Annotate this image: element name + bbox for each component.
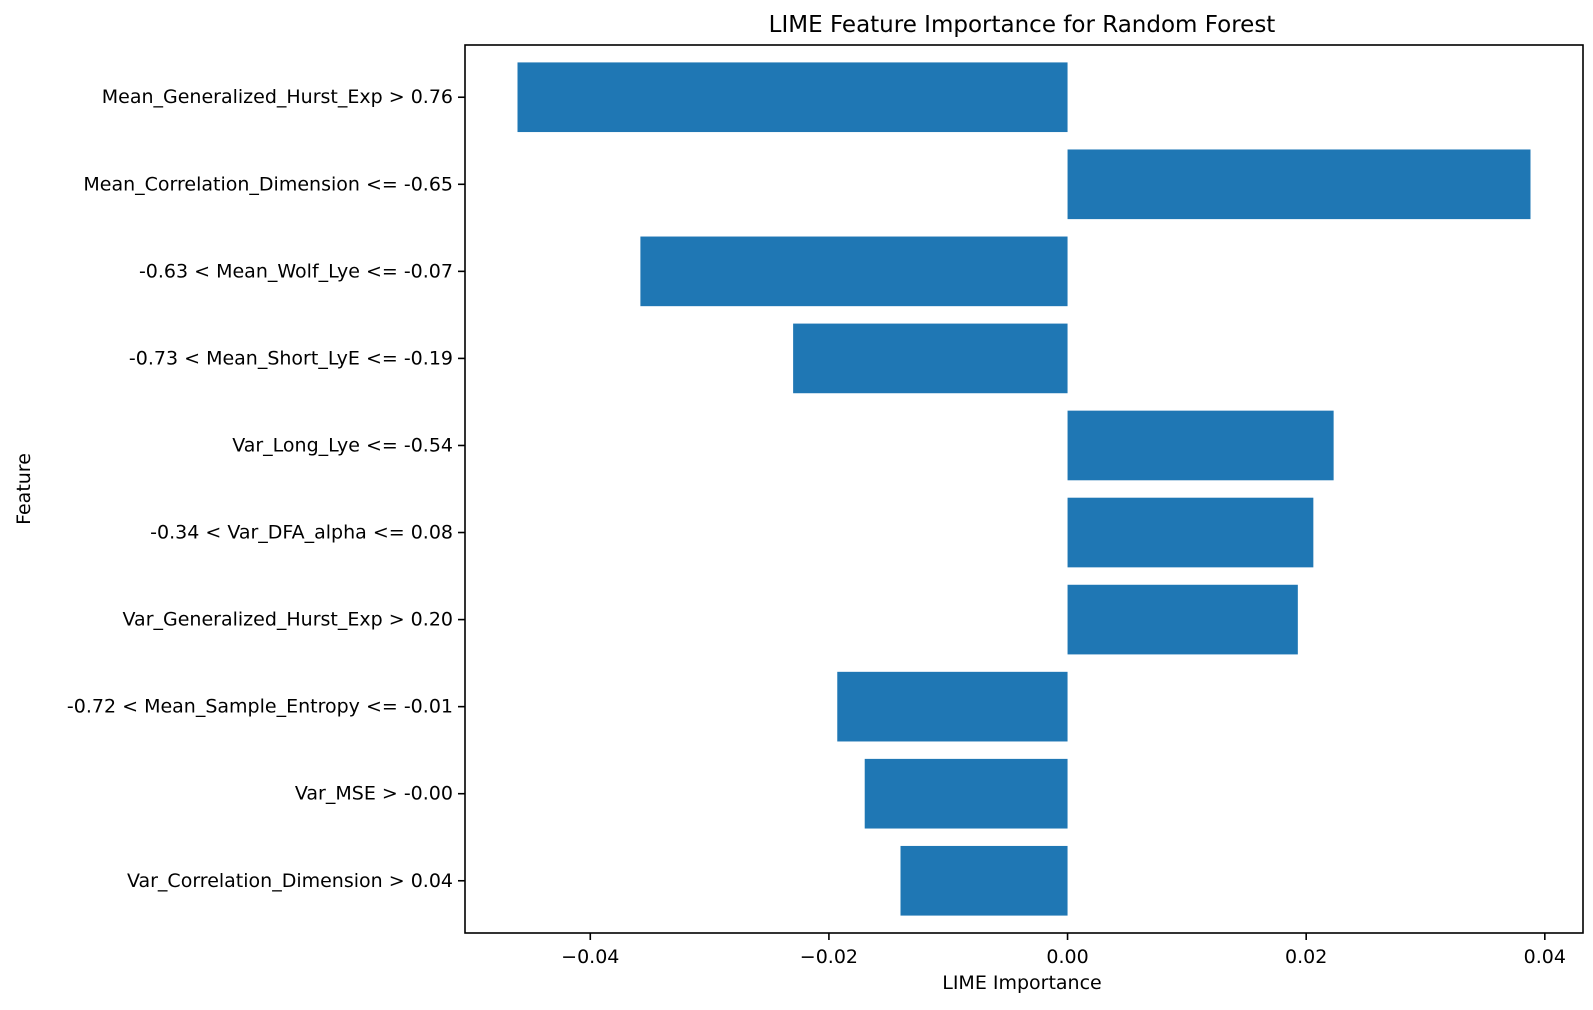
chart-title: LIME Feature Importance for Random Fores… bbox=[769, 12, 1276, 38]
y-tick-label: Var_MSE > -0.00 bbox=[295, 783, 453, 805]
y-axis-ticks: Mean_Generalized_Hurst_Exp > 0.76 Mean_Co… bbox=[67, 86, 465, 892]
x-axis-title: LIME Importance bbox=[942, 972, 1102, 994]
y-tick-label: Mean_Generalized_Hurst_Exp > 0.76 bbox=[102, 86, 453, 108]
plot-frame bbox=[464, 44, 1584, 934]
bar bbox=[1067, 149, 1531, 220]
bar bbox=[837, 671, 1068, 742]
y-tick-label: Var_Correlation_Dimension > 0.04 bbox=[127, 870, 453, 892]
bar bbox=[864, 758, 1068, 829]
bar bbox=[900, 845, 1068, 916]
x-tick-label: 0.02 bbox=[1285, 946, 1327, 968]
bars-layer bbox=[517, 62, 1531, 916]
y-axis-title: Feature bbox=[13, 453, 35, 525]
y-tick-label: Mean_Correlation_Dimension <= -0.65 bbox=[83, 173, 453, 195]
x-tick-label: −0.04 bbox=[561, 946, 619, 968]
x-tick-label: 0.00 bbox=[1046, 946, 1088, 968]
y-tick-label: -0.72 < Mean_Sample_Entropy <= -0.01 bbox=[67, 696, 453, 718]
bar bbox=[1067, 410, 1334, 481]
bar bbox=[517, 62, 1068, 133]
y-tick-label: Var_Generalized_Hurst_Exp > 0.20 bbox=[123, 609, 453, 631]
y-tick-label: -0.73 < Mean_Short_LyE <= -0.19 bbox=[129, 347, 453, 369]
y-tick-label: -0.63 < Mean_Wolf_Lye <= -0.07 bbox=[139, 260, 453, 282]
bar bbox=[793, 323, 1068, 394]
y-tick-label: -0.34 < Var_DFA_alpha <= 0.08 bbox=[150, 522, 453, 544]
x-tick-label: −0.02 bbox=[800, 946, 858, 968]
bar bbox=[1067, 497, 1314, 568]
bar bbox=[1067, 584, 1298, 655]
x-axis-ticks: −0.04 −0.02 0.00 0.02 0.04 bbox=[561, 933, 1566, 968]
y-tick-label: Var_Long_Lye <= -0.54 bbox=[232, 434, 453, 456]
bar bbox=[640, 236, 1068, 307]
x-tick-label: 0.04 bbox=[1524, 946, 1566, 968]
